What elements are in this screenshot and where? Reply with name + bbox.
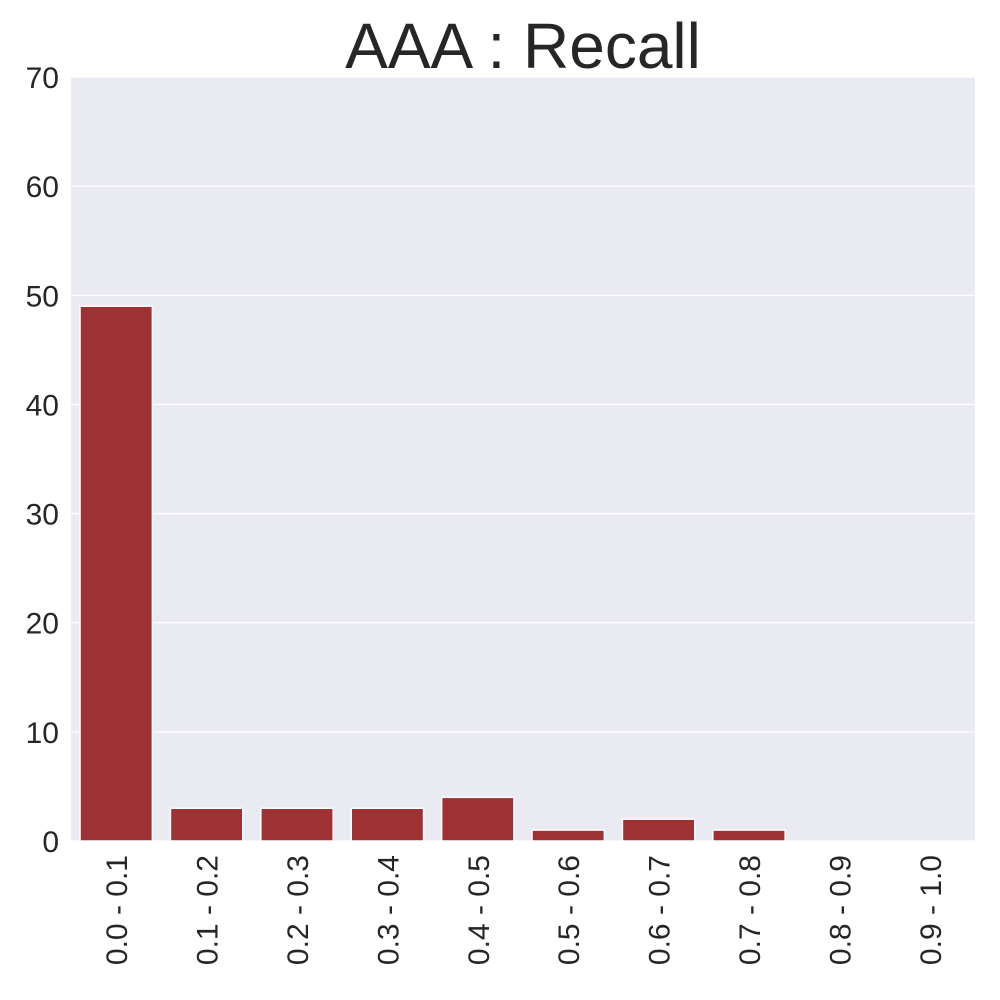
bar xyxy=(260,807,334,842)
chart-title: AAA : Recall xyxy=(345,10,701,82)
plot-area xyxy=(71,77,975,841)
bar xyxy=(350,807,425,842)
y-tick-label: 50 xyxy=(26,280,59,313)
x-tick-label: 0.2 - 0.3 xyxy=(282,855,315,965)
bar xyxy=(531,829,606,842)
y-tick-label: 60 xyxy=(26,171,59,204)
y-tick-label: 40 xyxy=(26,389,59,422)
grid-lines xyxy=(71,76,975,842)
x-tick-label: 0.5 - 0.6 xyxy=(553,855,586,965)
y-tick-label: 20 xyxy=(26,608,59,641)
x-tick-label: 0.1 - 0.2 xyxy=(192,855,225,965)
y-tick-label: 0 xyxy=(42,826,59,859)
x-tick-label: 0.7 - 0.8 xyxy=(734,855,767,965)
bar xyxy=(440,796,515,842)
y-tick-label: 30 xyxy=(26,499,59,532)
x-tick-label: 0.9 - 1.0 xyxy=(915,855,948,965)
bar xyxy=(79,305,154,842)
y-tick-label: 70 xyxy=(26,62,59,95)
x-tick-label: 0.4 - 0.5 xyxy=(463,855,496,965)
x-tick-label: 0.0 - 0.1 xyxy=(101,855,134,965)
bar xyxy=(621,818,696,842)
x-tick-label: 0.3 - 0.4 xyxy=(372,855,405,965)
bar xyxy=(712,829,786,842)
x-axis-ticks: 0.0 - 0.1 0.1 - 0.2 0.2 - 0.3 0.3 - 0.4 0.4 … xyxy=(101,855,948,965)
bars xyxy=(79,305,786,842)
y-axis-ticks: 0 10 20 30 40 50 60 70 xyxy=(26,62,59,859)
x-tick-label: 0.6 - 0.7 xyxy=(644,855,677,965)
y-tick-label: 10 xyxy=(26,717,59,750)
x-tick-label: 0.8 - 0.9 xyxy=(824,855,857,965)
bar xyxy=(169,807,244,842)
